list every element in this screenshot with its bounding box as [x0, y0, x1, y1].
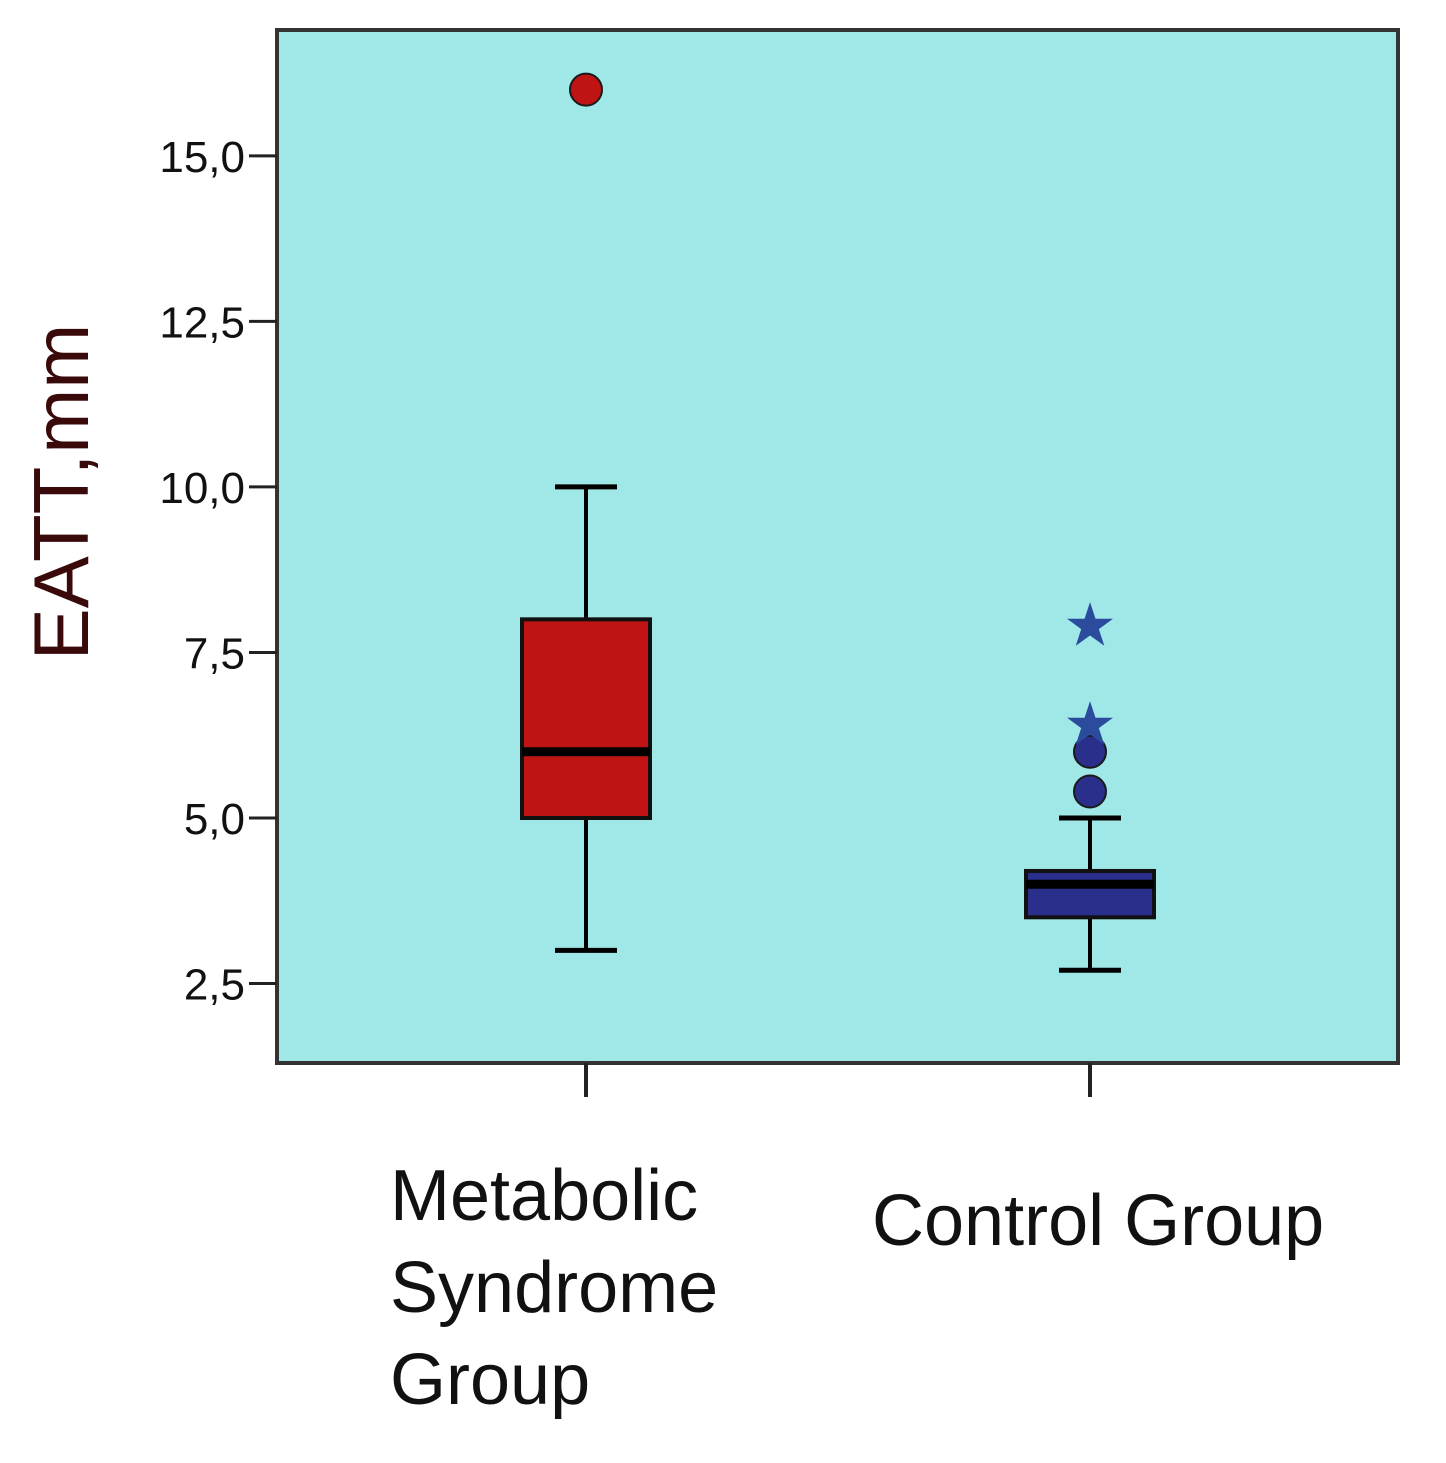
category-label: Syndrome [390, 1248, 718, 1328]
outlier-circle [1073, 734, 1107, 769]
category-label: Group [390, 1340, 590, 1420]
y-tick-label: 12,5 [159, 298, 245, 347]
y-axis-label: EATT,mm [17, 324, 105, 661]
y-tick-label: 15,0 [159, 133, 245, 182]
outlier-circle [1073, 774, 1107, 809]
box-group: ★★ [1024, 590, 1156, 973]
y-tick-label: 2,5 [184, 961, 245, 1010]
boxes: ★★ [520, 72, 1156, 973]
outlier-circle [569, 72, 603, 107]
iqr-box [1024, 868, 1156, 920]
y-axis: 2,5 5,0 7,5 10,0 12,5 15,0 [159, 133, 277, 1010]
category-label: Metabolic [390, 1156, 698, 1236]
category-label: Control Group [872, 1181, 1324, 1261]
outlier-star: ★ [1063, 690, 1117, 760]
iqr-box [520, 617, 652, 820]
y-tick-label: 10,0 [159, 464, 245, 513]
outlier-star: ★ [1063, 590, 1117, 660]
plot-area [275, 28, 1400, 1065]
box-group [520, 72, 652, 953]
y-tick-label: 5,0 [184, 795, 245, 844]
x-axis: Metabolic Syndrome Group Control Group [390, 1063, 1324, 1420]
y-tick-label: 7,5 [184, 629, 245, 678]
